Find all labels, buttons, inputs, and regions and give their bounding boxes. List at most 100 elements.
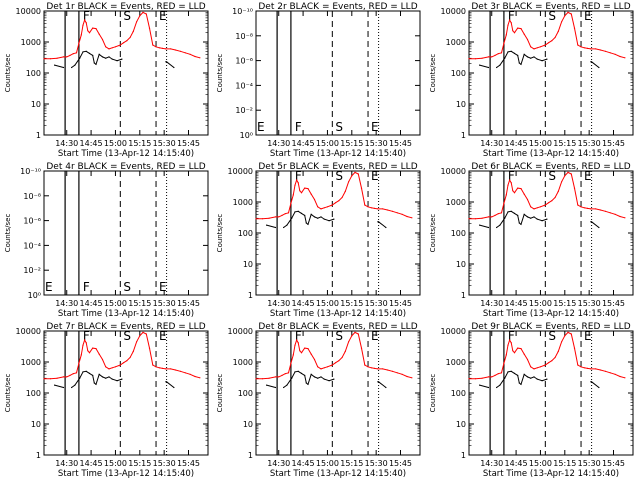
data-point-lld	[296, 339, 298, 341]
data-point-lld	[105, 46, 107, 48]
data-point-lld	[129, 356, 131, 359]
data-point-lld	[292, 354, 294, 356]
data-point-events	[305, 222, 307, 224]
data-point-events	[541, 220, 543, 222]
panel-title: Det 6r BLACK = Events, RED = LLD	[471, 162, 630, 172]
data-point-lld	[290, 362, 292, 364]
data-point-lld	[85, 22, 87, 24]
data-point-events	[93, 382, 95, 384]
data-point-events	[291, 217, 293, 219]
x-axis-label: Start Time (13-Apr-12 14:15:40)	[483, 469, 619, 479]
data-point-lld	[300, 352, 303, 354]
x-tick-label: 15:30	[578, 299, 601, 308]
data-point-lld	[539, 206, 542, 208]
data-point-lld	[87, 30, 89, 32]
data-point-events	[520, 223, 522, 225]
data-point-lld	[583, 47, 585, 49]
data-point-events	[333, 378, 335, 380]
data-point-lld	[357, 333, 359, 335]
data-point-lld	[344, 350, 346, 352]
data-point-lld	[564, 335, 566, 337]
data-point-lld	[88, 32, 91, 34]
data-point-events	[300, 372, 303, 374]
data-point-lld	[184, 372, 186, 374]
y-tick-label: 10⁻¹⁰	[20, 167, 41, 176]
data-point-events	[304, 214, 306, 216]
data-point-events	[320, 376, 322, 378]
data-point-lld	[599, 369, 602, 371]
y-tick-label: 10000	[228, 167, 253, 176]
plot-frame	[255, 330, 421, 456]
data-point-lld	[507, 184, 509, 186]
data-point-lld	[108, 48, 110, 50]
x-tick-label: 14:30	[55, 299, 78, 308]
data-point-lld	[313, 198, 316, 201]
data-point-events	[385, 226, 387, 229]
data-point-lld	[92, 347, 94, 349]
data-point-events	[523, 53, 525, 55]
data-point-lld	[360, 187, 363, 189]
marker-label-e: E	[584, 9, 592, 23]
data-point-lld	[609, 212, 611, 214]
y-tick-label: 1000	[233, 198, 253, 207]
data-point-lld	[481, 57, 483, 59]
panel-title: Det 4r BLACK = Events, RED = LLD	[46, 162, 205, 172]
data-point-lld	[503, 202, 505, 204]
data-point-lld	[367, 206, 369, 208]
data-point-lld	[170, 368, 172, 370]
data-point-events	[333, 218, 335, 220]
data-point-lld	[179, 370, 181, 372]
data-point-lld	[536, 47, 538, 49]
x-tick-label: 15:00	[529, 139, 552, 148]
data-point-events	[530, 57, 532, 59]
data-point-events	[266, 384, 268, 386]
data-point-lld	[517, 187, 519, 189]
data-point-lld	[354, 331, 356, 333]
data-point-lld	[189, 373, 191, 375]
panel-title: Det 9r BLACK = Events, RED = LLD	[471, 322, 630, 332]
data-point-lld	[411, 377, 413, 379]
data-point-lld	[530, 46, 532, 48]
data-point-lld	[510, 22, 512, 24]
data-point-lld	[523, 33, 525, 35]
x-tick-label: 15:15	[128, 139, 151, 148]
marker-label-s: S	[123, 280, 131, 294]
data-point-lld	[84, 19, 86, 21]
marker-label-f: F	[83, 329, 90, 343]
data-point-events	[533, 56, 535, 58]
data-point-events	[283, 226, 285, 229]
data-point-events	[533, 216, 535, 218]
x-tick-label: 15:30	[578, 139, 601, 148]
data-point-events	[93, 62, 95, 64]
data-point-lld	[331, 364, 333, 366]
data-point-lld	[98, 33, 100, 35]
data-point-lld	[497, 213, 499, 215]
y-tick-label: 10	[456, 420, 466, 429]
data-point-events	[479, 224, 481, 226]
plot-frame	[255, 10, 421, 136]
data-point-lld	[174, 49, 177, 51]
data-point-lld	[491, 376, 493, 378]
data-point-lld	[310, 193, 312, 195]
x-tick-label: 14:45	[505, 139, 528, 148]
data-point-lld	[503, 362, 505, 364]
data-point-lld	[509, 19, 511, 21]
y-tick-label: 1000	[446, 358, 466, 367]
data-point-lld	[158, 367, 160, 369]
data-point-events	[517, 374, 519, 376]
y-tick-label: 10	[456, 260, 466, 269]
y-tick-label: 10000	[16, 7, 41, 16]
data-point-lld	[373, 207, 376, 209]
marker-label-e: E	[371, 169, 379, 183]
data-point-lld	[317, 366, 319, 368]
data-point-lld	[357, 173, 359, 175]
data-point-events	[496, 66, 498, 69]
data-point-lld	[95, 28, 97, 30]
marker-label-e: E	[371, 329, 379, 343]
data-point-events	[88, 52, 91, 55]
marker-label-s: S	[335, 120, 343, 134]
data-point-events	[530, 217, 532, 219]
data-point-lld	[299, 350, 301, 352]
data-point-lld	[297, 342, 299, 344]
data-point-events	[92, 54, 94, 57]
